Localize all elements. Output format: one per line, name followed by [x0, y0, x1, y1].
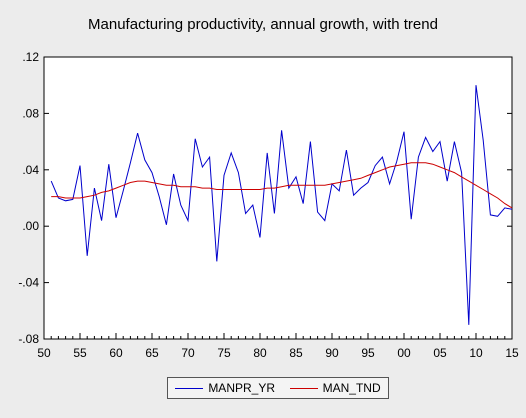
- series-line-man-tnd: [51, 162, 513, 209]
- y-tick-label: .00: [22, 219, 39, 233]
- x-tick-label: 60: [109, 346, 123, 360]
- legend-entry-manpr-yr: MANPR_YR: [175, 381, 275, 395]
- y-axis: .12 .08 .04 .00 -.04 -.08: [18, 50, 512, 346]
- y-tick-label: .08: [22, 106, 39, 120]
- x-axis: 50 55 60 65 70 75 80 85 90 95 00 05 10 15: [37, 333, 519, 360]
- x-tick-label: 05: [433, 346, 447, 360]
- x-tick-label: 10: [469, 346, 483, 360]
- legend: MANPR_YR MAN_TND: [167, 377, 389, 399]
- legend-swatch-manpr-yr: [175, 387, 204, 389]
- y-tick-label: .04: [22, 163, 39, 177]
- chart-title: Manufacturing productivity, annual growt…: [88, 16, 438, 33]
- x-tick-label: 80: [253, 346, 267, 360]
- x-tick-label: 50: [37, 346, 51, 360]
- y-tick-label: -.08: [18, 332, 39, 346]
- x-tick-label: 15: [505, 346, 519, 360]
- plot-area: [43, 56, 513, 340]
- x-tick-label: 00: [397, 346, 411, 360]
- legend-entry-man-tnd: MAN_TND: [289, 381, 381, 395]
- x-tick-label: 65: [145, 346, 159, 360]
- x-tick-label: 55: [73, 346, 87, 360]
- x-tick-label: 75: [217, 346, 231, 360]
- y-tick-label: -.04: [18, 276, 39, 290]
- x-tick-label: 95: [361, 346, 375, 360]
- y-tick-label: .12: [22, 50, 39, 64]
- x-tick-label: 85: [289, 346, 303, 360]
- legend-swatch-man-tnd: [289, 387, 318, 389]
- series-layer: [50, 85, 513, 325]
- legend-label-man-tnd: MAN_TND: [322, 381, 381, 395]
- x-tick-label: 70: [181, 346, 195, 360]
- x-tick-label: 90: [325, 346, 339, 360]
- series-line-manpr-yr: [50, 85, 513, 325]
- legend-label-manpr-yr: MANPR_YR: [208, 381, 275, 395]
